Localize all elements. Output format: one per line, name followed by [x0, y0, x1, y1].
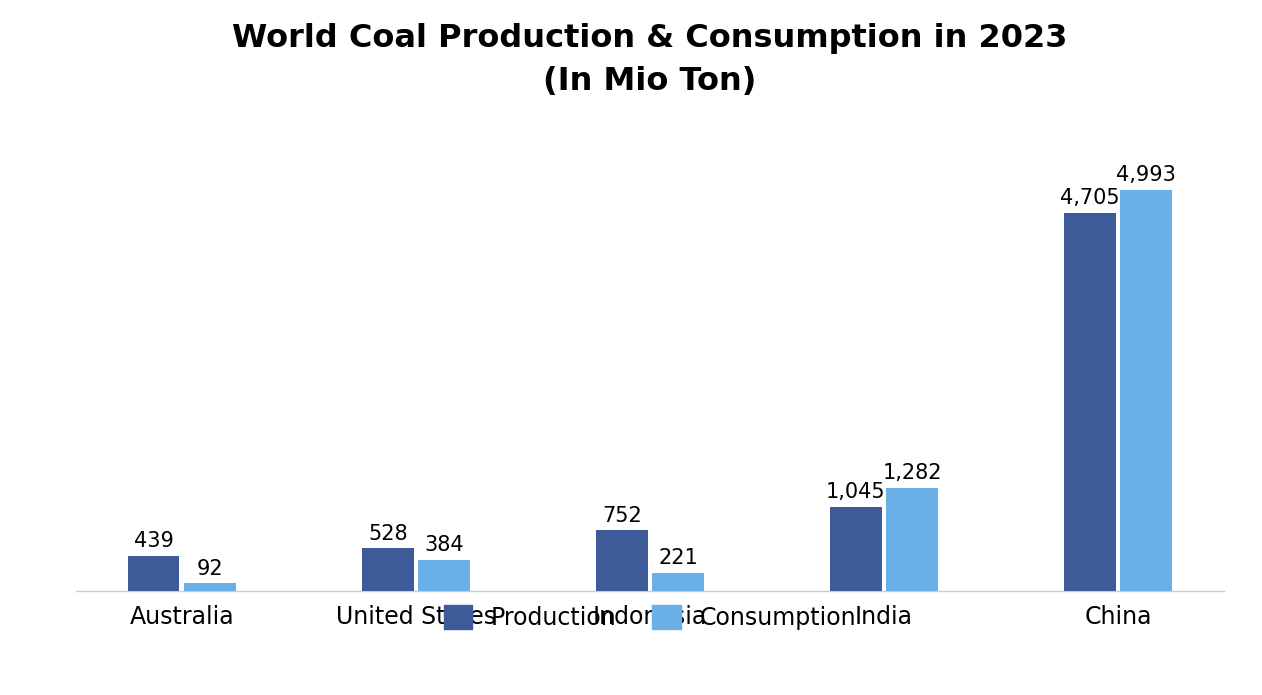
Text: 439: 439 — [134, 531, 174, 550]
Bar — [596, 530, 647, 591]
Text: 92: 92 — [197, 559, 223, 578]
Bar — [886, 488, 938, 591]
Bar — [184, 583, 236, 591]
Text: 752: 752 — [602, 505, 641, 525]
Text: 1,282: 1,282 — [882, 463, 941, 483]
Bar — [1064, 213, 1116, 591]
Text: 1,045: 1,045 — [827, 482, 886, 502]
Text: 528: 528 — [369, 523, 408, 543]
Bar — [418, 560, 469, 591]
Bar — [1121, 190, 1172, 591]
Bar — [830, 507, 882, 591]
Bar — [362, 548, 414, 591]
Text: 4,993: 4,993 — [1117, 165, 1176, 185]
Text: 221: 221 — [659, 548, 698, 569]
Bar — [652, 573, 704, 591]
Text: 4,705: 4,705 — [1060, 188, 1119, 208]
Bar — [127, 555, 179, 591]
Title: World Coal Production & Consumption in 2023
(In Mio Ton): World Coal Production & Consumption in 2… — [232, 24, 1068, 97]
Text: 384: 384 — [424, 535, 463, 555]
Legend: Production, Consumption: Production, Consumption — [434, 596, 866, 639]
